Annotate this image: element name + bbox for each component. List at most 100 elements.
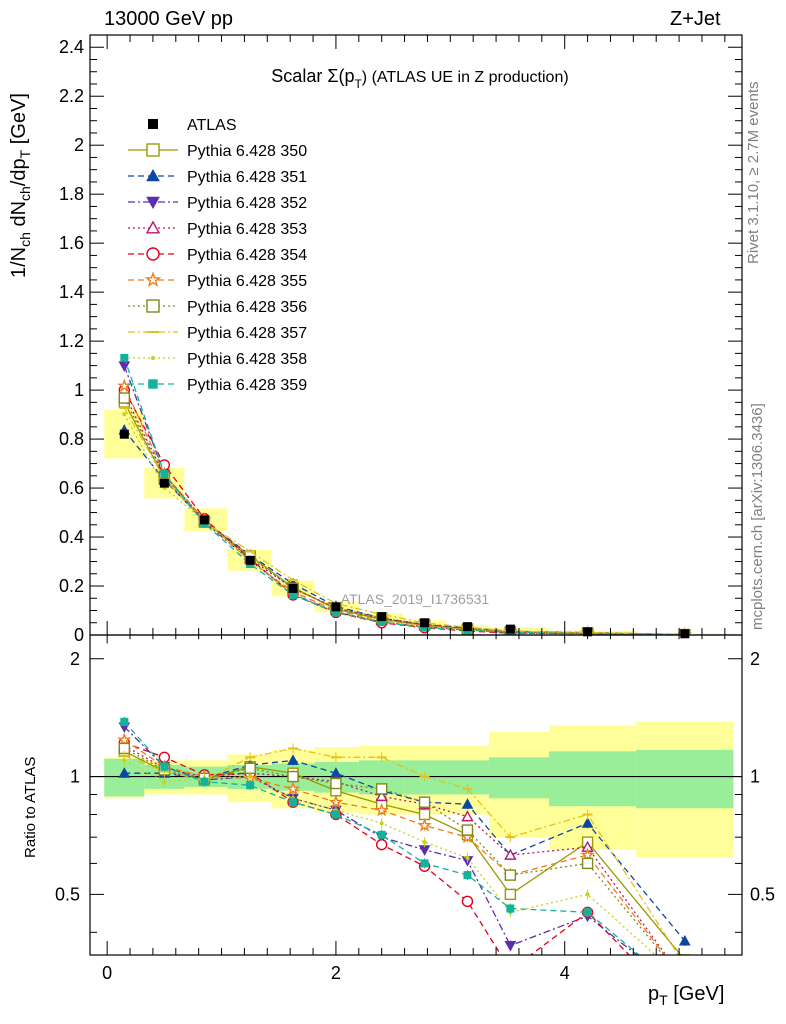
ratio-marker — [330, 777, 342, 790]
legend-marker — [146, 168, 160, 182]
plot-frames — [89, 34, 743, 956]
ratio-marker — [678, 934, 691, 946]
ratio-marker — [377, 830, 386, 839]
analysis-watermark: ATLAS_2019_I1736531 — [341, 591, 490, 607]
main-line-5 — [123, 385, 685, 635]
ratio-marker — [583, 908, 592, 917]
y-tick-label: 2.2 — [59, 86, 84, 106]
ratio-marker — [375, 838, 388, 851]
legend-marker — [151, 356, 155, 360]
ratio-frame — [89, 634, 743, 956]
y-tick-label: 1.6 — [59, 233, 84, 253]
ratio-marker — [680, 1007, 690, 1017]
atlas-data-point — [159, 478, 169, 488]
ratio-tick-label-left: 1 — [70, 767, 80, 787]
main-marker — [120, 353, 129, 362]
ratio-tick-label-left: 2 — [70, 649, 80, 669]
ratio-marker — [417, 817, 432, 832]
ratio-marker — [506, 904, 515, 913]
main-marker — [122, 412, 127, 417]
y-tick-label: 0.8 — [59, 429, 84, 449]
ratio-marker — [331, 810, 340, 819]
atlas-data-point — [462, 622, 472, 632]
main-line-9 — [123, 357, 685, 635]
atlas-data-point — [245, 555, 255, 565]
legend-marker — [146, 196, 160, 210]
ratio-tick-label-right: 2 — [750, 649, 760, 669]
x-tick-label: 2 — [331, 963, 341, 983]
legend-label: Pythia 6.428 357 — [187, 325, 307, 342]
ratio-band-inner — [488, 757, 549, 799]
ratio-marker — [287, 754, 299, 765]
atlas-data-point — [199, 515, 209, 525]
ratio-marker — [379, 821, 384, 826]
ratio-uncertainty-bands — [104, 721, 734, 858]
ratio-marker — [505, 965, 515, 975]
y-tick-label: 0.2 — [59, 576, 84, 596]
ratio-marker — [375, 783, 388, 795]
y-tick-label: 0.4 — [59, 527, 84, 547]
ratio-line-5 — [123, 739, 666, 955]
ratio-line-9 — [123, 721, 641, 955]
legend-marker — [146, 247, 160, 261]
axis-ticks — [90, 34, 742, 955]
chart-title: Scalar Σ(pT) (ATLAS UE in Z production) — [271, 66, 568, 91]
ratio-series-lines — [117, 716, 691, 1017]
x-tick-label: 4 — [560, 963, 570, 983]
ratio-marker — [461, 798, 474, 809]
y-tick-label: 0.6 — [59, 478, 84, 498]
ratio-marker — [580, 847, 595, 862]
ratio-marker — [463, 871, 472, 880]
y-tick-label: 2.4 — [59, 37, 84, 57]
atlas-data-point — [119, 429, 129, 439]
ratio-marker — [246, 781, 255, 790]
legend-label: Pythia 6.428 350 — [187, 143, 307, 160]
atlas-data-point — [680, 629, 690, 639]
ratio-marker — [120, 717, 129, 726]
legend-label: Pythia 6.428 352 — [187, 195, 307, 212]
atlas-data-points — [119, 429, 690, 639]
ratio-marker — [422, 840, 427, 845]
legend-marker — [146, 299, 160, 313]
y-tick-label: 1.4 — [59, 282, 84, 302]
legend-label: Pythia 6.428 355 — [187, 273, 307, 290]
legend-label: Pythia 6.428 351 — [187, 169, 307, 186]
ratio-marker — [418, 808, 431, 821]
main-marker — [118, 361, 131, 372]
x-axis-label: pT [GeV] — [648, 983, 725, 1008]
ratio-marker — [504, 848, 517, 860]
ratio-marker — [117, 732, 132, 747]
ratio-tick-label-right: 0.5 — [750, 884, 775, 904]
ratio-marker — [465, 855, 470, 860]
main-marker — [160, 470, 169, 479]
legend-label: Pythia 6.428 358 — [187, 351, 307, 368]
ratio-marker — [504, 888, 517, 901]
ratio-marker — [420, 859, 429, 868]
ratio-marker — [162, 779, 167, 784]
ratio-marker — [200, 777, 209, 786]
legend-label: Pythia 6.428 359 — [187, 377, 307, 394]
ratio-band-inner — [636, 749, 734, 809]
ratio-marker — [461, 895, 474, 908]
ratio-marker — [374, 802, 389, 817]
legend: ATLAS Pythia 6.428 350 Pythia 6.428 351 Pyt… — [128, 117, 307, 394]
ratio-marker — [328, 794, 344, 809]
atlas-data-point — [288, 583, 298, 593]
ratio-marker — [679, 954, 691, 955]
ratio-marker — [248, 774, 253, 779]
atlas-data-point — [377, 612, 387, 622]
ratio-tick-label-left: 0.5 — [55, 884, 80, 904]
y-tick-label: 1.8 — [59, 184, 84, 204]
ratio-tick-label-right: 1 — [750, 767, 760, 787]
ratio-marker — [504, 941, 517, 952]
ratio-axis-label: Ratio to ATLAS — [22, 756, 39, 858]
y-tick-label: 2 — [74, 135, 84, 155]
ratio-marker — [122, 758, 127, 763]
ratio-marker — [118, 767, 131, 778]
y-tick-label: 1 — [74, 380, 84, 400]
ratio-marker — [289, 798, 298, 807]
y-tick-label: 1.2 — [59, 331, 84, 351]
axis-tick-labels: 0 2 4 0 0.2 0.4 0.6 0.8 1 1.2 1.4 1.6 1.8 2 2.2 2.4 0.5 0… — [55, 37, 775, 983]
ratio-marker — [581, 817, 594, 828]
legend-marker — [148, 379, 158, 389]
